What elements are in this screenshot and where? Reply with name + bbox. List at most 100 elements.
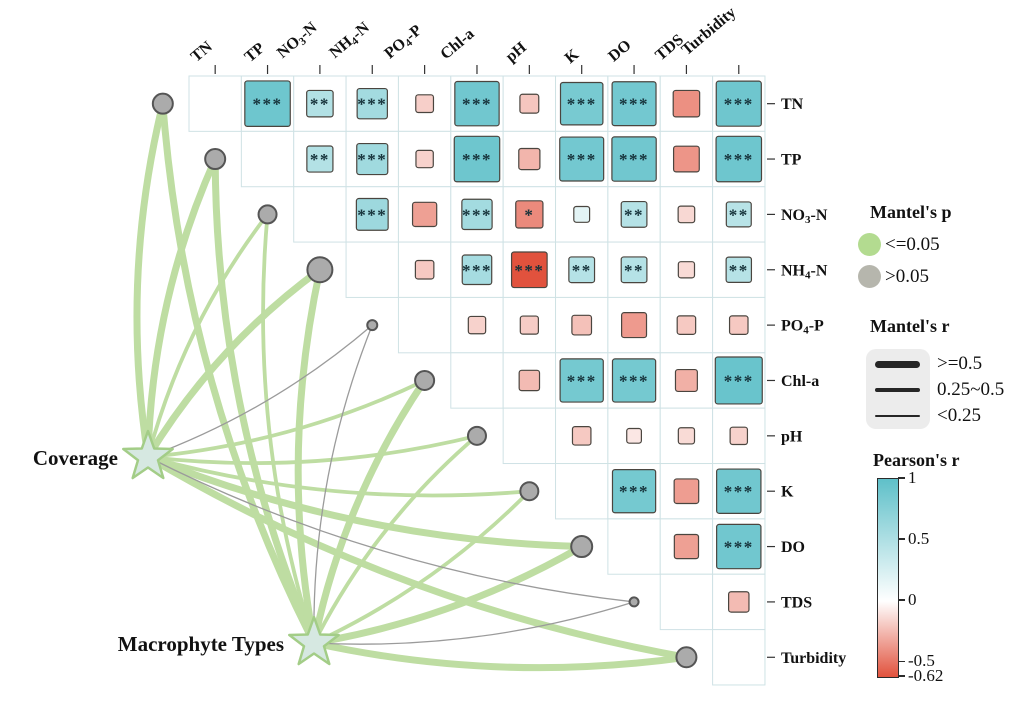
matrix-cell-TP-NO3-N bbox=[306, 145, 334, 173]
significance-stars: *** bbox=[619, 95, 649, 114]
matrix-cell-K-Turbidity bbox=[716, 468, 762, 514]
star-Macrophyte-Types bbox=[288, 615, 340, 666]
column-label-Turbidity: Turbidity bbox=[678, 4, 739, 59]
edge-Coverage-PO4-P bbox=[147, 324, 373, 458]
legend-label-r-small: <0.25 bbox=[937, 405, 981, 426]
colorbar-tick bbox=[898, 660, 905, 663]
significance-stars: *** bbox=[462, 95, 492, 114]
matrix-cell-NO3-N-DO bbox=[620, 200, 648, 228]
matrix-cell-PO4-P-DO bbox=[620, 312, 648, 339]
node-NO3-N bbox=[257, 204, 278, 225]
node-TP bbox=[204, 148, 227, 171]
edge-Coverage-DO bbox=[144, 453, 586, 551]
matrix-cell-DO-Turbidity bbox=[716, 523, 762, 570]
node-TDS bbox=[628, 596, 640, 608]
matrix-cell-DO-TDS bbox=[673, 533, 700, 560]
significance-stars: ** bbox=[310, 95, 330, 114]
row-label-DO: DO bbox=[781, 539, 805, 556]
matrix-cell-TP-Turbidity bbox=[715, 135, 763, 183]
edge-Macrophyte-Types-Chl-a bbox=[310, 376, 429, 647]
matrix-cell-NO3-N-Chl-a bbox=[461, 198, 493, 231]
legend-mantels-r-title: Mantel's r bbox=[870, 316, 950, 336]
matrix-cell-TP-PO4-P bbox=[415, 149, 434, 169]
matrix-cell-TN-Chl-a bbox=[454, 80, 500, 127]
legend-pearsons-r: Pearson's r 1 0.5 0 -0.5 -0.62 bbox=[852, 450, 1022, 688]
group-label-Coverage: Coverage bbox=[33, 446, 118, 470]
matrix-cell-TP-pH bbox=[518, 147, 541, 171]
edge-Coverage-NO3-N bbox=[146, 212, 270, 459]
column-label-TN: TN bbox=[188, 38, 216, 66]
column-label-PO4-P: PO4-P bbox=[381, 22, 426, 64]
column-label-DO: DO bbox=[605, 37, 634, 65]
edge-Macrophyte-Types-TN bbox=[159, 100, 318, 647]
matrix-cell-NO3-N-pH bbox=[515, 200, 544, 229]
matrix-cell-K-TDS bbox=[673, 478, 700, 505]
significance-stars: *** bbox=[567, 150, 597, 169]
significance-stars: *** bbox=[462, 261, 492, 280]
colorbar-tick-label: -0.5 bbox=[908, 651, 935, 671]
matrix-cell-TN-DO bbox=[611, 81, 657, 127]
significance-stars: ** bbox=[729, 261, 749, 280]
matrix-cell-NH4-N-PO4-P bbox=[414, 259, 435, 280]
matrix-cell-TN-NO3-N bbox=[306, 89, 334, 118]
edge-Coverage-Turbidity bbox=[144, 453, 690, 661]
row-label-PO4-P: PO4-P bbox=[781, 318, 824, 337]
matrix-cell-TN-NH4-N bbox=[356, 87, 388, 120]
column-label-K: K bbox=[562, 46, 583, 67]
significance-stars: * bbox=[524, 205, 534, 224]
node-PO4-P bbox=[366, 319, 379, 332]
significance-stars: *** bbox=[724, 150, 754, 169]
edge-Macrophyte-Types-NH4-N bbox=[294, 266, 324, 647]
legend-label-r-medium: 0.25~0.5 bbox=[937, 379, 1005, 400]
matrix-cell-NH4-N-TDS bbox=[677, 261, 696, 279]
matrix-cell-TDS-Turbidity bbox=[727, 591, 750, 613]
legend-mantels-r: Mantel's r >=0.5 0.25~0.5 <0.25 bbox=[866, 316, 1024, 429]
node-DO bbox=[570, 535, 594, 559]
matrix-cell-TP-TDS bbox=[672, 145, 700, 173]
grid-cell bbox=[502, 407, 557, 465]
legend-item-r-medium: 0.25~0.5 bbox=[866, 377, 1024, 403]
edge-Coverage-TP bbox=[144, 155, 219, 461]
star-Coverage bbox=[122, 429, 174, 480]
row-label-Chl-a: Chl-a bbox=[781, 373, 819, 390]
matrix-cell-TN-Turbidity bbox=[715, 80, 762, 127]
matrix-cell-TN-K bbox=[559, 81, 604, 126]
grid-cell bbox=[450, 352, 504, 409]
significance-stars: *** bbox=[567, 95, 597, 114]
legend-mantels-p: Mantel's p <=0.05 >0.05 bbox=[858, 202, 1024, 297]
node-K bbox=[519, 481, 540, 502]
column-label-Chl-a: Chl-a bbox=[437, 25, 477, 63]
row-label-K: K bbox=[781, 484, 794, 501]
matrix-cell-TP-DO bbox=[611, 136, 657, 182]
significance-stars: *** bbox=[619, 482, 649, 501]
legend-mantels-r-key: >=0.5 0.25~0.5 <0.25 bbox=[866, 349, 1024, 429]
row-label-NO3-N: NO3-N bbox=[781, 207, 828, 226]
significance-stars: *** bbox=[357, 150, 387, 169]
legend-item-p-nonsignificant: >0.05 bbox=[858, 265, 1024, 288]
matrix-cell-NH4-N-Chl-a bbox=[461, 254, 493, 286]
edge-Coverage-TDS bbox=[147, 456, 635, 603]
column-label-pH: pH bbox=[503, 39, 531, 66]
colorbar-tick bbox=[898, 477, 905, 479]
significance-stars: *** bbox=[357, 205, 387, 224]
significance-stars: ** bbox=[729, 205, 749, 224]
node-NH4-N bbox=[306, 256, 334, 284]
significance-stars: *** bbox=[462, 150, 492, 169]
legend-item-p-significant: <=0.05 bbox=[858, 233, 1024, 256]
colorbar-tick-label: 0 bbox=[908, 590, 917, 610]
grid-cell bbox=[188, 75, 242, 132]
pearson-colorbar bbox=[877, 478, 899, 678]
mantel-edges bbox=[133, 100, 690, 672]
colorbar-tick bbox=[898, 675, 905, 677]
edge-Macrophyte-Types-NO3-N bbox=[261, 212, 316, 645]
colorbar-tick bbox=[898, 538, 905, 540]
matrix-cell-NH4-N-Turbidity bbox=[725, 256, 753, 284]
grid-cell bbox=[555, 463, 609, 520]
significance-stars: *** bbox=[724, 538, 754, 557]
edge-Macrophyte-Types-DO bbox=[310, 543, 586, 647]
edge-Macrophyte-Types-pH bbox=[312, 433, 479, 645]
variable-nodes bbox=[151, 92, 698, 669]
thick-line-icon bbox=[875, 360, 920, 368]
